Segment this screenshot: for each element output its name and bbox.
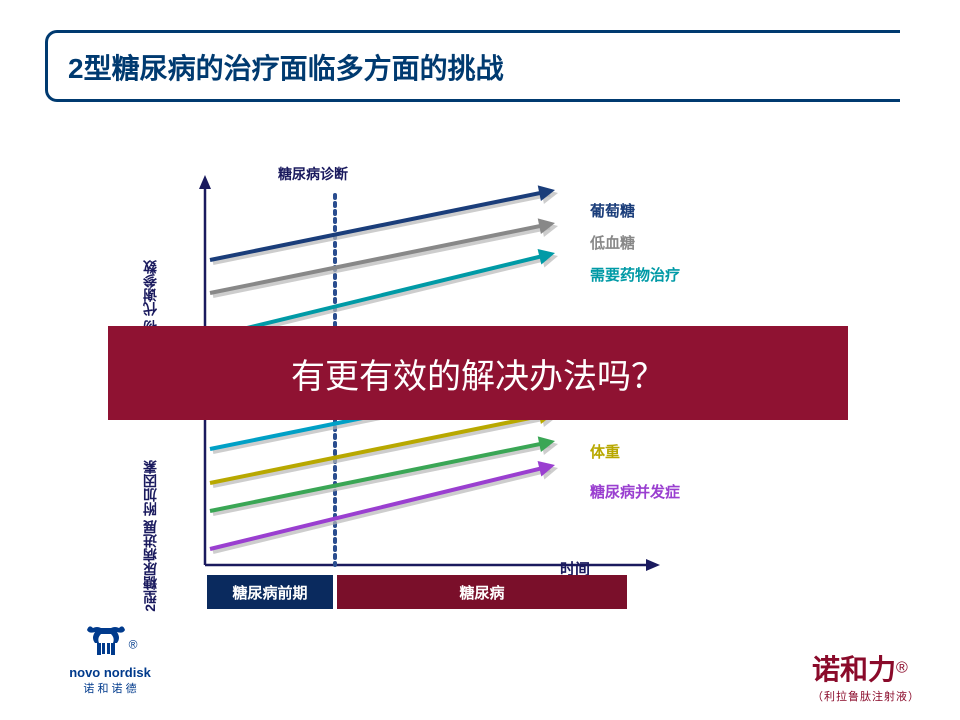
period-box: 糖尿病前期 — [207, 575, 333, 609]
period-box: 糖尿病 — [337, 575, 627, 609]
product-logo: 诺和力® （利拉鲁肽注射液） — [812, 648, 920, 704]
brand-subtitle: （利拉鲁肽注射液） — [812, 688, 920, 704]
logo-text-cn: 诺 和 诺 德 — [50, 680, 170, 696]
novo-nordisk-logo: ® novo nordisk 诺 和 诺 德 — [50, 620, 170, 696]
series-label: 体重 — [590, 441, 620, 462]
question-banner: 有更有效的解决办法吗？ — [108, 326, 848, 420]
brand-name: 诺和力 — [812, 654, 896, 685]
logo-text-en: novo nordisk — [50, 665, 170, 680]
series-label: 糖尿病并发症 — [590, 481, 680, 502]
series-label: 葡萄糖 — [590, 200, 635, 221]
slide-title: 2型糖尿病的治疗面临多方面的挑战 — [45, 30, 900, 102]
series-label: 需要药物治疗 — [590, 264, 680, 285]
series-label: 低血糖 — [590, 232, 635, 253]
bull-icon: ® — [50, 620, 170, 665]
